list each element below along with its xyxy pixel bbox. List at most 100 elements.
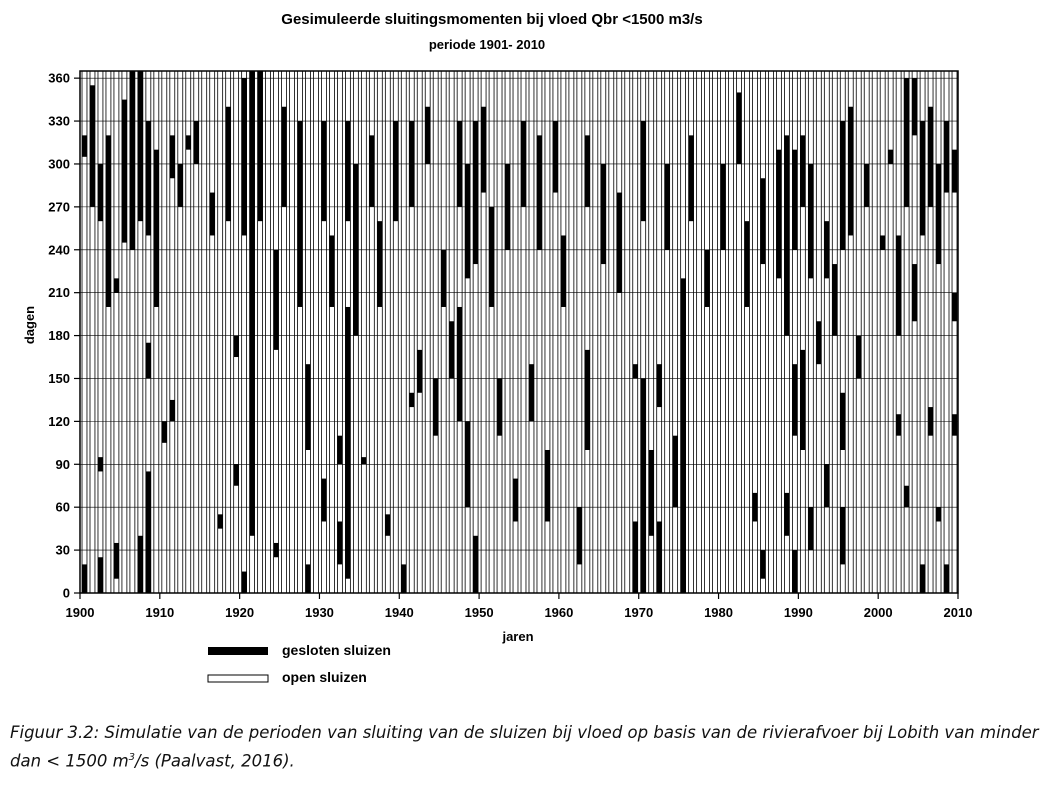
closed-period-segment [944, 564, 949, 593]
year-bar-open [768, 70, 774, 594]
year-bar-open [177, 70, 184, 594]
year-bar-open [776, 70, 782, 594]
closed-period-segment [145, 121, 151, 236]
y-tick-label: 150 [48, 371, 70, 386]
chart-subtitle: periode 1901- 2010 [429, 37, 545, 52]
closed-period-segment [153, 149, 159, 307]
year-bar-open [728, 70, 734, 594]
year-bar-open [855, 70, 862, 594]
closed-period-segment [305, 364, 311, 450]
closed-period-segment [920, 564, 926, 593]
closed-period-segment [481, 106, 487, 193]
closed-period-segment [193, 121, 199, 164]
closed-period-segment [736, 92, 742, 164]
year-bar-open [592, 70, 599, 594]
closed-period-segment [800, 349, 806, 450]
closed-period-segment [137, 71, 143, 222]
year-bar-open [600, 70, 607, 594]
x-tick-label: 1970 [624, 605, 653, 620]
x-axis-label: jaren [501, 629, 533, 644]
closed-period-segment [576, 507, 582, 565]
closed-period-segment [113, 542, 119, 579]
closed-period-segment [377, 221, 383, 307]
closed-period-segment [417, 349, 423, 393]
closed-period-segment [792, 550, 798, 593]
closed-period-segment [952, 414, 957, 436]
closed-period-segment [688, 135, 694, 222]
year-bar-open [871, 70, 878, 594]
year-bar-open [313, 70, 319, 594]
closed-period-segment [808, 507, 814, 551]
closed-period-segment [337, 521, 343, 565]
closed-period-segment [145, 342, 151, 379]
x-axis: 1900 1910 1920 1930 1940 1950 1960 1970 1980 1990… [66, 593, 972, 620]
closed-period-segment [552, 121, 558, 193]
x-tick-label: 1900 [66, 605, 95, 620]
closed-period-segment [944, 121, 949, 193]
closed-period-segment [393, 121, 399, 222]
y-tick-label: 120 [48, 414, 70, 429]
year-bar-open [528, 70, 535, 594]
closed-period-segment [345, 306, 351, 579]
closed-period-segment [824, 464, 830, 508]
closed-period-segment [209, 192, 215, 236]
closed-period-segment [792, 364, 798, 436]
legend-swatch-open [207, 674, 269, 683]
closed-period-segment [832, 264, 838, 336]
closed-period-segment [896, 414, 902, 436]
closed-period-segment [904, 78, 910, 207]
year-bar-open [760, 70, 766, 594]
year-bar-open [113, 70, 120, 594]
year-bar-open [265, 70, 271, 594]
x-tick-label: 1940 [385, 605, 414, 620]
year-bar-open [704, 70, 710, 594]
closed-period-segment [632, 364, 638, 379]
y-tick-label: 240 [48, 242, 70, 257]
closed-period-segment [185, 135, 191, 150]
closed-period-segment [848, 106, 854, 236]
year-bar-open [201, 70, 208, 594]
year-bar-open [400, 70, 407, 594]
closed-period-segment [113, 278, 119, 293]
y-axis: 0 30 60 90 120 150 180 210 240 270 300 330 360 [48, 71, 80, 601]
year-bar-open [911, 70, 918, 594]
y-tick-label: 330 [48, 114, 70, 129]
closed-period-segment [544, 449, 550, 522]
closed-period-segment [936, 507, 942, 522]
y-tick-label: 60 [56, 500, 70, 515]
closed-period-segment [632, 521, 638, 593]
year-bar-open [504, 70, 511, 594]
closed-period-segment [760, 178, 766, 265]
x-tick-label: 1980 [704, 605, 733, 620]
closed-period-segment [680, 278, 686, 593]
closed-period-segment [672, 435, 678, 508]
y-tick-label: 270 [48, 199, 70, 214]
closed-period-segment [800, 135, 806, 207]
closed-period-segment [233, 464, 239, 486]
year-bar-open [376, 70, 383, 594]
caption-text: Figuur 3.2: Simulatie van de perioden va… [10, 723, 1039, 771]
closed-period-segment [361, 457, 367, 465]
year-bar-open [744, 70, 750, 594]
y-tick-label: 180 [48, 328, 70, 343]
closed-period-segment [744, 221, 750, 307]
x-tick-label: 1950 [465, 605, 494, 620]
closed-period-segment [385, 514, 391, 536]
closed-period-segment [584, 135, 590, 207]
bars-layer [81, 70, 958, 594]
year-bar-open [289, 70, 295, 594]
x-tick-label: 1920 [225, 605, 254, 620]
year-bar-open [712, 70, 718, 594]
closed-period-segment [584, 349, 590, 450]
closed-period-segment [489, 206, 495, 307]
y-tick-label: 90 [56, 457, 70, 472]
closed-period-segment [600, 163, 606, 265]
closed-period-segment [273, 249, 279, 350]
closed-period-segment [513, 478, 518, 522]
x-tick-label: 1930 [305, 605, 334, 620]
year-bar-open [632, 70, 639, 594]
closed-period-segment [473, 121, 479, 265]
year-bar-open [951, 70, 958, 594]
closed-period-segment [129, 71, 135, 250]
closed-period-segment [536, 135, 542, 250]
